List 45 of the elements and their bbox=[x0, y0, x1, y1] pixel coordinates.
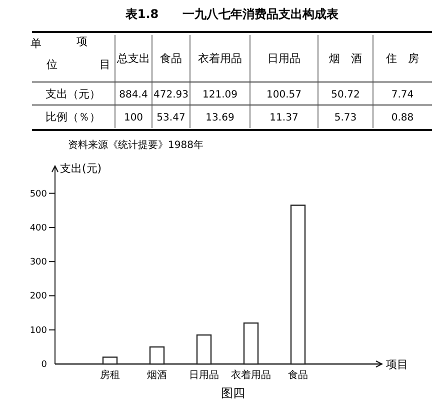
text: 121.09 bbox=[202, 90, 238, 100]
text: 7.74 bbox=[391, 90, 414, 100]
bar bbox=[102, 356, 118, 365]
text: 表1.8 一九八七年消费品支出构成表 bbox=[124, 7, 340, 21]
x-axis-title: 项目 bbox=[386, 358, 408, 371]
text: 884.4 bbox=[119, 90, 148, 100]
bar bbox=[196, 334, 212, 365]
text: 项 bbox=[76, 35, 88, 48]
y-axis-title: 支出(元) bbox=[60, 162, 102, 175]
category-label: 总支出 bbox=[116, 52, 150, 65]
x-tick-label: 烟酒 bbox=[147, 369, 167, 381]
y-tick-label: 500 bbox=[30, 189, 48, 200]
text: 53.47 bbox=[156, 112, 186, 124]
category-label: 衣着用品 bbox=[198, 52, 242, 65]
text: 100 bbox=[124, 112, 144, 124]
x-tick-label: 食品 bbox=[288, 369, 308, 381]
text: 0.88 bbox=[391, 112, 414, 124]
text: 5.73 bbox=[334, 112, 357, 124]
y-tick-label: 200 bbox=[30, 292, 48, 302]
category-label: 日用品 bbox=[268, 52, 300, 65]
text: 50.72 bbox=[331, 90, 360, 100]
text: 支出（元） bbox=[46, 88, 100, 100]
text: 100.57 bbox=[266, 90, 302, 100]
y-tick-label: 0 bbox=[41, 360, 48, 370]
bar bbox=[290, 204, 306, 365]
y-tick-label: 300 bbox=[30, 258, 48, 268]
bar bbox=[243, 322, 259, 365]
category-label: 食品 bbox=[160, 52, 182, 65]
category-label: 住 房 bbox=[386, 52, 419, 65]
y-tick-label: 400 bbox=[30, 223, 48, 234]
text: 目 bbox=[100, 58, 110, 71]
x-tick-label: 衣着用品 bbox=[231, 369, 271, 381]
text: 资料来源《统计提要》1988年 bbox=[68, 139, 204, 151]
text: 472.93 bbox=[154, 90, 188, 100]
x-tick-label: 房租 bbox=[100, 369, 120, 381]
x-tick-label: 日用品 bbox=[189, 370, 219, 381]
text: 比例（％） bbox=[46, 110, 100, 124]
bar bbox=[149, 346, 165, 365]
category-label: 烟 酒 bbox=[329, 52, 362, 65]
text: 单 bbox=[30, 37, 42, 50]
y-tick-label: 100 bbox=[30, 326, 48, 336]
text: 图四 bbox=[221, 386, 245, 400]
text: 11.37 bbox=[270, 112, 298, 124]
text: 位 bbox=[46, 58, 58, 71]
text: 13.69 bbox=[206, 112, 234, 124]
